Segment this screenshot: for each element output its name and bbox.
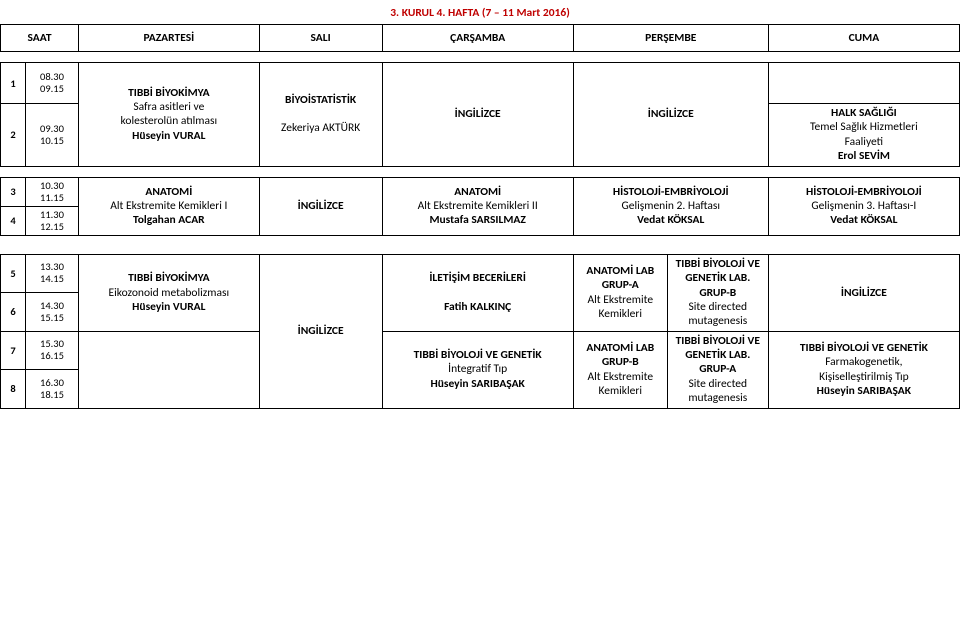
cell-fri-2: HALK SAĞLIĞI Temel Sağlık Hizmetleri Faa… — [768, 104, 959, 167]
cell-thu-7-8-a: ANATOMİ LAB GRUP-B Alt Ekstremite Kemikl… — [573, 331, 667, 408]
row-1: 1 08.3009.15 TIBBİ BİYOKİMYA Safra asitl… — [1, 63, 960, 104]
cell-mon-5-6: TIBBİ BİYOKİMYA Eikozonoid metabolizması… — [79, 254, 260, 331]
period-number: 7 — [1, 331, 26, 369]
cell-thu-5-6-b: TIBBİ BİYOLOJİ VE GENETİK LAB. GRUP-B Si… — [667, 254, 768, 331]
cell-wed-5-6: İLETİŞİM BECERİLERİ Fatih KALKINÇ — [382, 254, 573, 331]
timetable: SAAT PAZARTESİ SALI ÇARŞAMBA PERŞEMBE CU… — [0, 24, 960, 409]
header-row: SAAT PAZARTESİ SALI ÇARŞAMBA PERŞEMBE CU… — [1, 25, 960, 52]
period-number: 5 — [1, 254, 26, 292]
cell-tue-3-4: İNGİLİZCE — [259, 177, 382, 235]
row-3: 3 10.3011.15 ANATOMİ Alt Ekstremite Kemi… — [1, 177, 960, 206]
period-time: 13.3014.15 — [26, 254, 79, 292]
col-tue: SALI — [259, 25, 382, 52]
period-number: 4 — [1, 206, 26, 235]
cell-fri-7-8: TIBBİ BİYOLOJİ VE GENETİK Farmakogenetik… — [768, 331, 959, 408]
period-number: 3 — [1, 177, 26, 206]
cell-thu-7-8-b: TIBBİ BİYOLOJİ VE GENETİK LAB. GRUP-A Si… — [667, 331, 768, 408]
cell-thu-5-6-a: ANATOMİ LAB GRUP-A Alt Ekstremite Kemikl… — [573, 254, 667, 331]
cell-wed-1-2: İNGİLİZCE — [382, 63, 573, 167]
cell-mon-3-4: ANATOMİ Alt Ekstremite Kemikleri I Tolga… — [79, 177, 260, 235]
period-number: 1 — [1, 63, 26, 104]
period-time: 10.3011.15 — [26, 177, 79, 206]
period-time: 08.3009.15 — [26, 63, 79, 104]
period-number: 8 — [1, 370, 26, 408]
period-time: 16.3018.15 — [26, 370, 79, 408]
cell-fri-3-4: HİSTOLOJİ-EMBRİYOLOJİ Gelişmenin 3. Haft… — [768, 177, 959, 235]
cell-wed-3-4: ANATOMİ Alt Ekstremite Kemikleri II Must… — [382, 177, 573, 235]
row-5: 5 13.3014.15 TIBBİ BİYOKİMYA Eikozonoid … — [1, 254, 960, 292]
page-title: 3. KURUL 4. HAFTA (7 – 11 Mart 2016) — [0, 0, 960, 24]
cell-tue-1-2: BİYOİSTATİSTİK Zekeriya AKTÜRK — [259, 63, 382, 167]
cell-fri-1 — [768, 63, 959, 104]
col-fri: CUMA — [768, 25, 959, 52]
cell-wed-7-8: TIBBİ BİYOLOJİ VE GENETİK İntegratif Tıp… — [382, 331, 573, 408]
col-mon: PAZARTESİ — [79, 25, 260, 52]
row-7: 7 15.3016.15 TIBBİ BİYOLOJİ VE GENETİK İ… — [1, 331, 960, 369]
period-number: 6 — [1, 293, 26, 331]
period-time: 09.3010.15 — [26, 104, 79, 167]
cell-thu-3-4: HİSTOLOJİ-EMBRİYOLOJİ Gelişmenin 2. Haft… — [573, 177, 768, 235]
cell-mon-7-8 — [79, 331, 260, 408]
cell-mon-1-2: TIBBİ BİYOKİMYA Safra asitleri ve kolest… — [79, 63, 260, 167]
cell-thu-1-2: İNGİLİZCE — [573, 63, 768, 167]
col-saat: SAAT — [1, 25, 79, 52]
col-thu: PERŞEMBE — [573, 25, 768, 52]
period-number: 2 — [1, 104, 26, 167]
cell-tue-5-8: İNGİLİZCE — [259, 254, 382, 408]
period-time: 15.3016.15 — [26, 331, 79, 369]
cell-fri-5-6: İNGİLİZCE — [768, 254, 959, 331]
col-wed: ÇARŞAMBA — [382, 25, 573, 52]
period-time: 14.3015.15 — [26, 293, 79, 331]
period-time: 11.3012.15 — [26, 206, 79, 235]
